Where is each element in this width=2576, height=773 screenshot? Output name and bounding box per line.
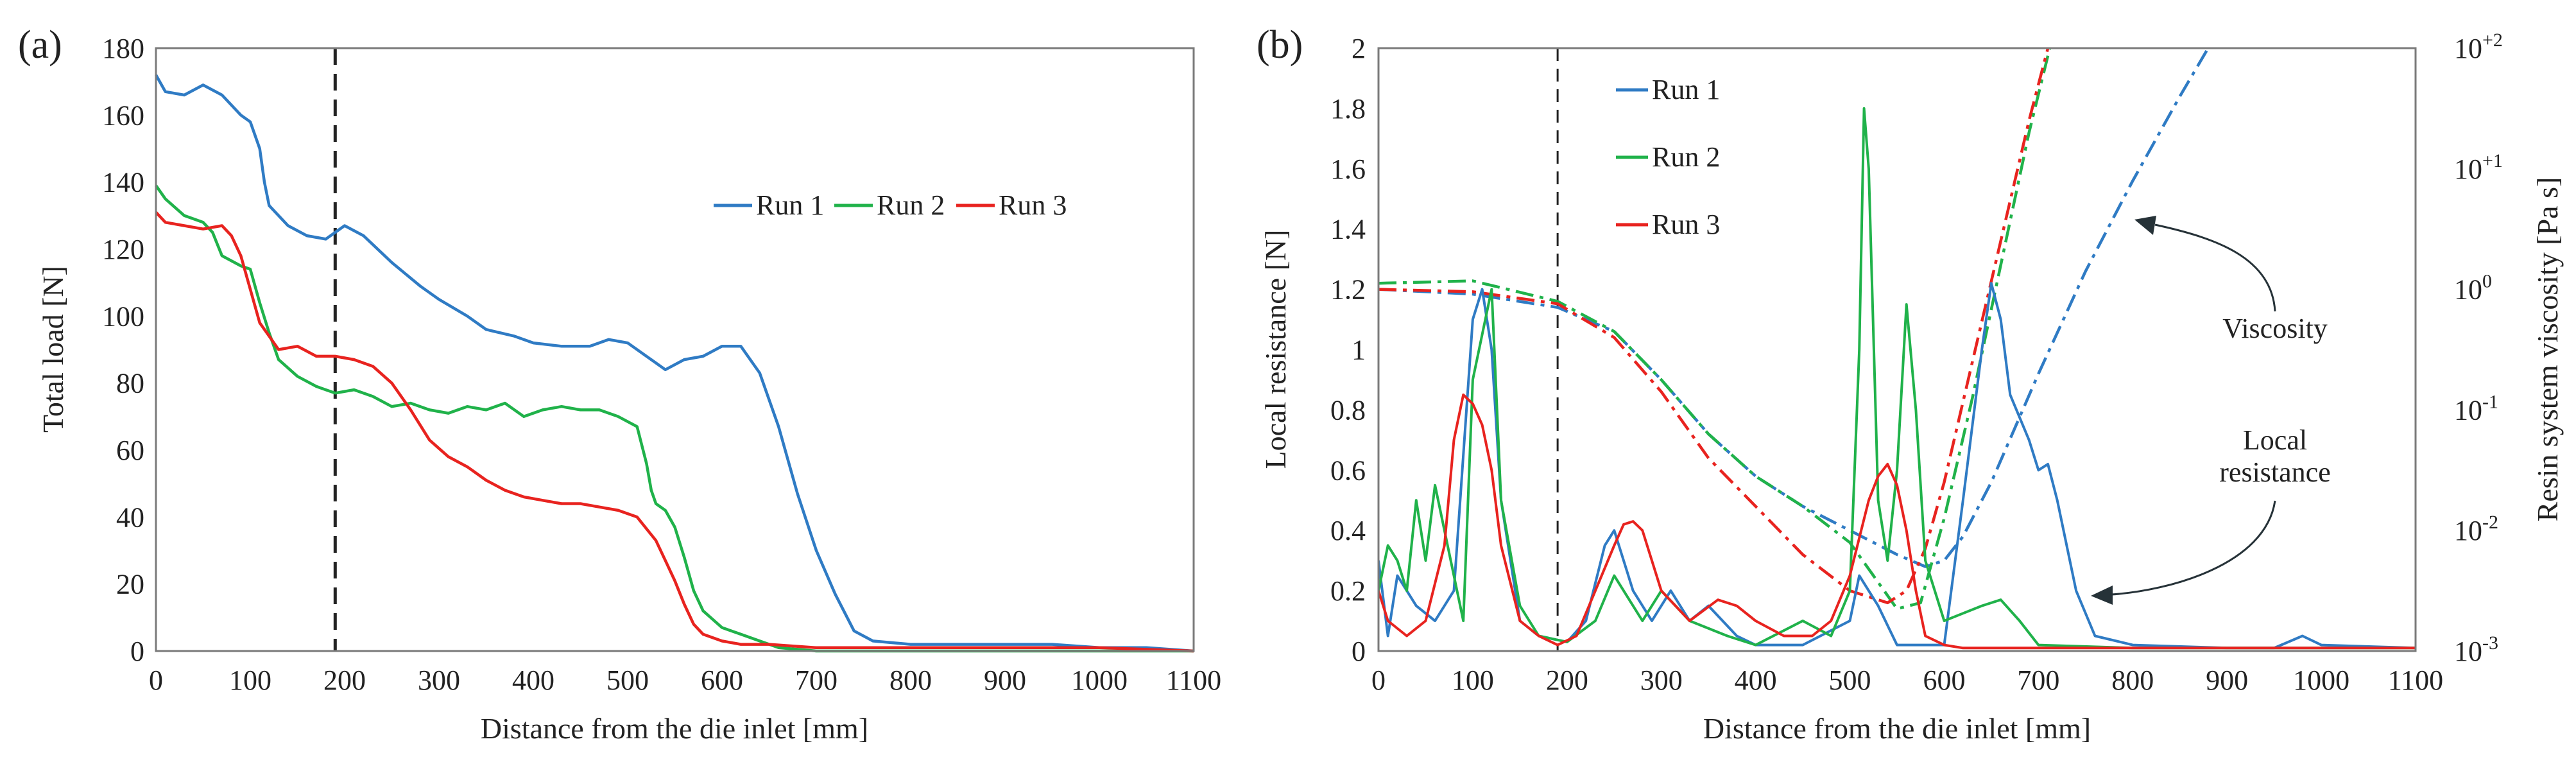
x-tick-label: 800 <box>2111 664 2154 696</box>
panel-b: (b) 0 100 200 300 400 500 600 700 800 900 1000 1100… <box>1257 23 2564 745</box>
panel-b-y-axis-label: Local resistance [N] <box>1259 230 1292 469</box>
y-tick-label: 80 <box>116 368 144 399</box>
x-tick-label: 0 <box>1371 664 1386 696</box>
y-tick-label: 2 <box>1352 33 1366 64</box>
x-tick-label: 500 <box>1829 664 1871 696</box>
x-tick-label: 300 <box>418 664 460 696</box>
x-tick-label: 1000 <box>1071 664 1128 696</box>
y-tick-label: 0.4 <box>1330 515 1366 546</box>
y-tick-label: 1.6 <box>1330 153 1366 185</box>
annotation-viscosity-arrowhead <box>2134 216 2156 235</box>
panel-b-label: (b) <box>1257 23 1303 67</box>
panel-a-legend: Run 1 Run 2 Run 3 <box>714 189 1067 221</box>
x-tick-label: 0 <box>149 664 163 696</box>
panel-a-plot-frame <box>155 47 1195 652</box>
x-tick-label: 200 <box>323 664 366 696</box>
x-tick-label: 100 <box>229 664 271 696</box>
y-tick-label: 100 <box>102 300 144 332</box>
x-tick-label: 400 <box>512 664 554 696</box>
y-tick-label: 0.2 <box>1330 575 1366 607</box>
y-tick-label: 1.8 <box>1330 93 1366 125</box>
right-axis-tick-label: 10+2 <box>2454 30 2503 64</box>
x-tick-label: 100 <box>1452 664 1494 696</box>
series-line-run2 <box>155 184 1194 653</box>
x-tick-label: 1100 <box>2388 664 2443 696</box>
panel-a-series <box>155 74 1194 653</box>
panel-b-right-axis-label: Resin system viscosity [Pa s] <box>2531 177 2564 522</box>
panel-a-ticks: 0 100 200 300 400 500 600 700 800 900 1000 1100 0 20 4… <box>102 33 1221 696</box>
x-tick-label: 900 <box>984 664 1026 696</box>
resistance-line-run3 <box>1378 393 2416 650</box>
viscosity-line-run2 <box>1378 48 2052 611</box>
right-axis-tick-label: 100 <box>2454 271 2492 306</box>
annotation-viscosity: Viscosity <box>2222 313 2328 344</box>
y-tick-label: 0.6 <box>1330 455 1366 486</box>
x-tick-label: 1000 <box>2293 664 2349 696</box>
y-tick-label: 40 <box>116 501 144 533</box>
y-tick-label: 180 <box>102 33 144 64</box>
legend-run1-label: Run 1 <box>1652 74 1720 105</box>
annotation-resistance-label: resistance <box>2219 456 2330 488</box>
y-tick-label: 120 <box>102 234 144 265</box>
x-tick-label: 700 <box>795 664 837 696</box>
panel-b-viscosity-series <box>1378 48 2210 611</box>
series-line-run3 <box>155 211 1194 653</box>
right-axis-tick-label: 10+1 <box>2454 150 2503 185</box>
panel-b-x-axis-label: Distance from the die inlet [mm] <box>1703 712 2091 745</box>
x-tick-label: 800 <box>889 664 932 696</box>
x-tick-label: 900 <box>2206 664 2248 696</box>
right-axis-tick-label: 10-1 <box>2454 391 2498 426</box>
y-tick-label: 1 <box>1352 334 1366 366</box>
x-tick-label: 700 <box>2017 664 2059 696</box>
x-tick-label: 600 <box>701 664 743 696</box>
y-tick-label: 160 <box>102 100 144 131</box>
panel-a-y-axis-label: Total load [N] <box>37 266 69 433</box>
y-tick-label: 0 <box>130 636 144 667</box>
x-tick-label: 600 <box>1923 664 1965 696</box>
viscosity-line-run3 <box>1378 48 2050 605</box>
y-tick-label: 20 <box>116 569 144 600</box>
x-tick-label: 200 <box>1546 664 1588 696</box>
panel-a-label: (a) <box>18 23 62 67</box>
y-tick-label: 1.2 <box>1330 274 1366 306</box>
y-tick-label: 0 <box>1352 636 1366 667</box>
annotation-local-resistance-arrow <box>2111 500 2276 596</box>
legend-run3-label: Run 3 <box>999 189 1067 221</box>
resistance-line-run2 <box>1378 107 2416 650</box>
y-tick-label: 140 <box>102 167 144 198</box>
panel-a-x-axis-label: Distance from the die inlet [mm] <box>481 712 868 745</box>
legend-run2-label: Run 2 <box>877 189 945 221</box>
panel-b-annotations: Viscosity Local resistance <box>2091 216 2331 605</box>
x-tick-label: 1100 <box>1166 664 1221 696</box>
right-axis-tick-label: 10-2 <box>2454 512 2498 546</box>
viscosity-line-run1 <box>1378 48 2210 568</box>
series-line-run1 <box>155 74 1194 653</box>
x-tick-label: 500 <box>606 664 649 696</box>
panel-a: (a) 0 100 200 300 400 500 600 700 800 900 1000 1100… <box>18 23 1221 745</box>
annotation-local-resistance-arrowhead <box>2091 586 2113 605</box>
right-axis-tick-label: 10-3 <box>2454 632 2498 667</box>
panel-b-ticks: 0 100 200 300 400 500 600 700 800 900 1000 1100 0 0.2… <box>1330 33 2443 696</box>
panel-b-legend: Run 1 Run 2 Run 3 <box>1616 74 1720 240</box>
x-tick-label: 400 <box>1735 664 1777 696</box>
panel-b-series <box>1378 107 2416 650</box>
annotation-local-label: Local <box>2243 424 2307 456</box>
legend-run1-label: Run 1 <box>756 189 824 221</box>
legend-run2-label: Run 2 <box>1652 141 1720 173</box>
annotation-viscosity-arrow <box>2154 223 2276 312</box>
x-tick-label: 300 <box>1640 664 1683 696</box>
panel-b-right-axis-ticks: 10-3 10-2 10-1 100 10+1 10+2 <box>2454 30 2503 667</box>
y-tick-label: 1.4 <box>1330 214 1366 245</box>
panel-b-plot-frame <box>1377 47 2417 652</box>
y-tick-label: 60 <box>116 435 144 466</box>
legend-run3-label: Run 3 <box>1652 209 1720 240</box>
y-tick-label: 0.8 <box>1330 394 1366 426</box>
